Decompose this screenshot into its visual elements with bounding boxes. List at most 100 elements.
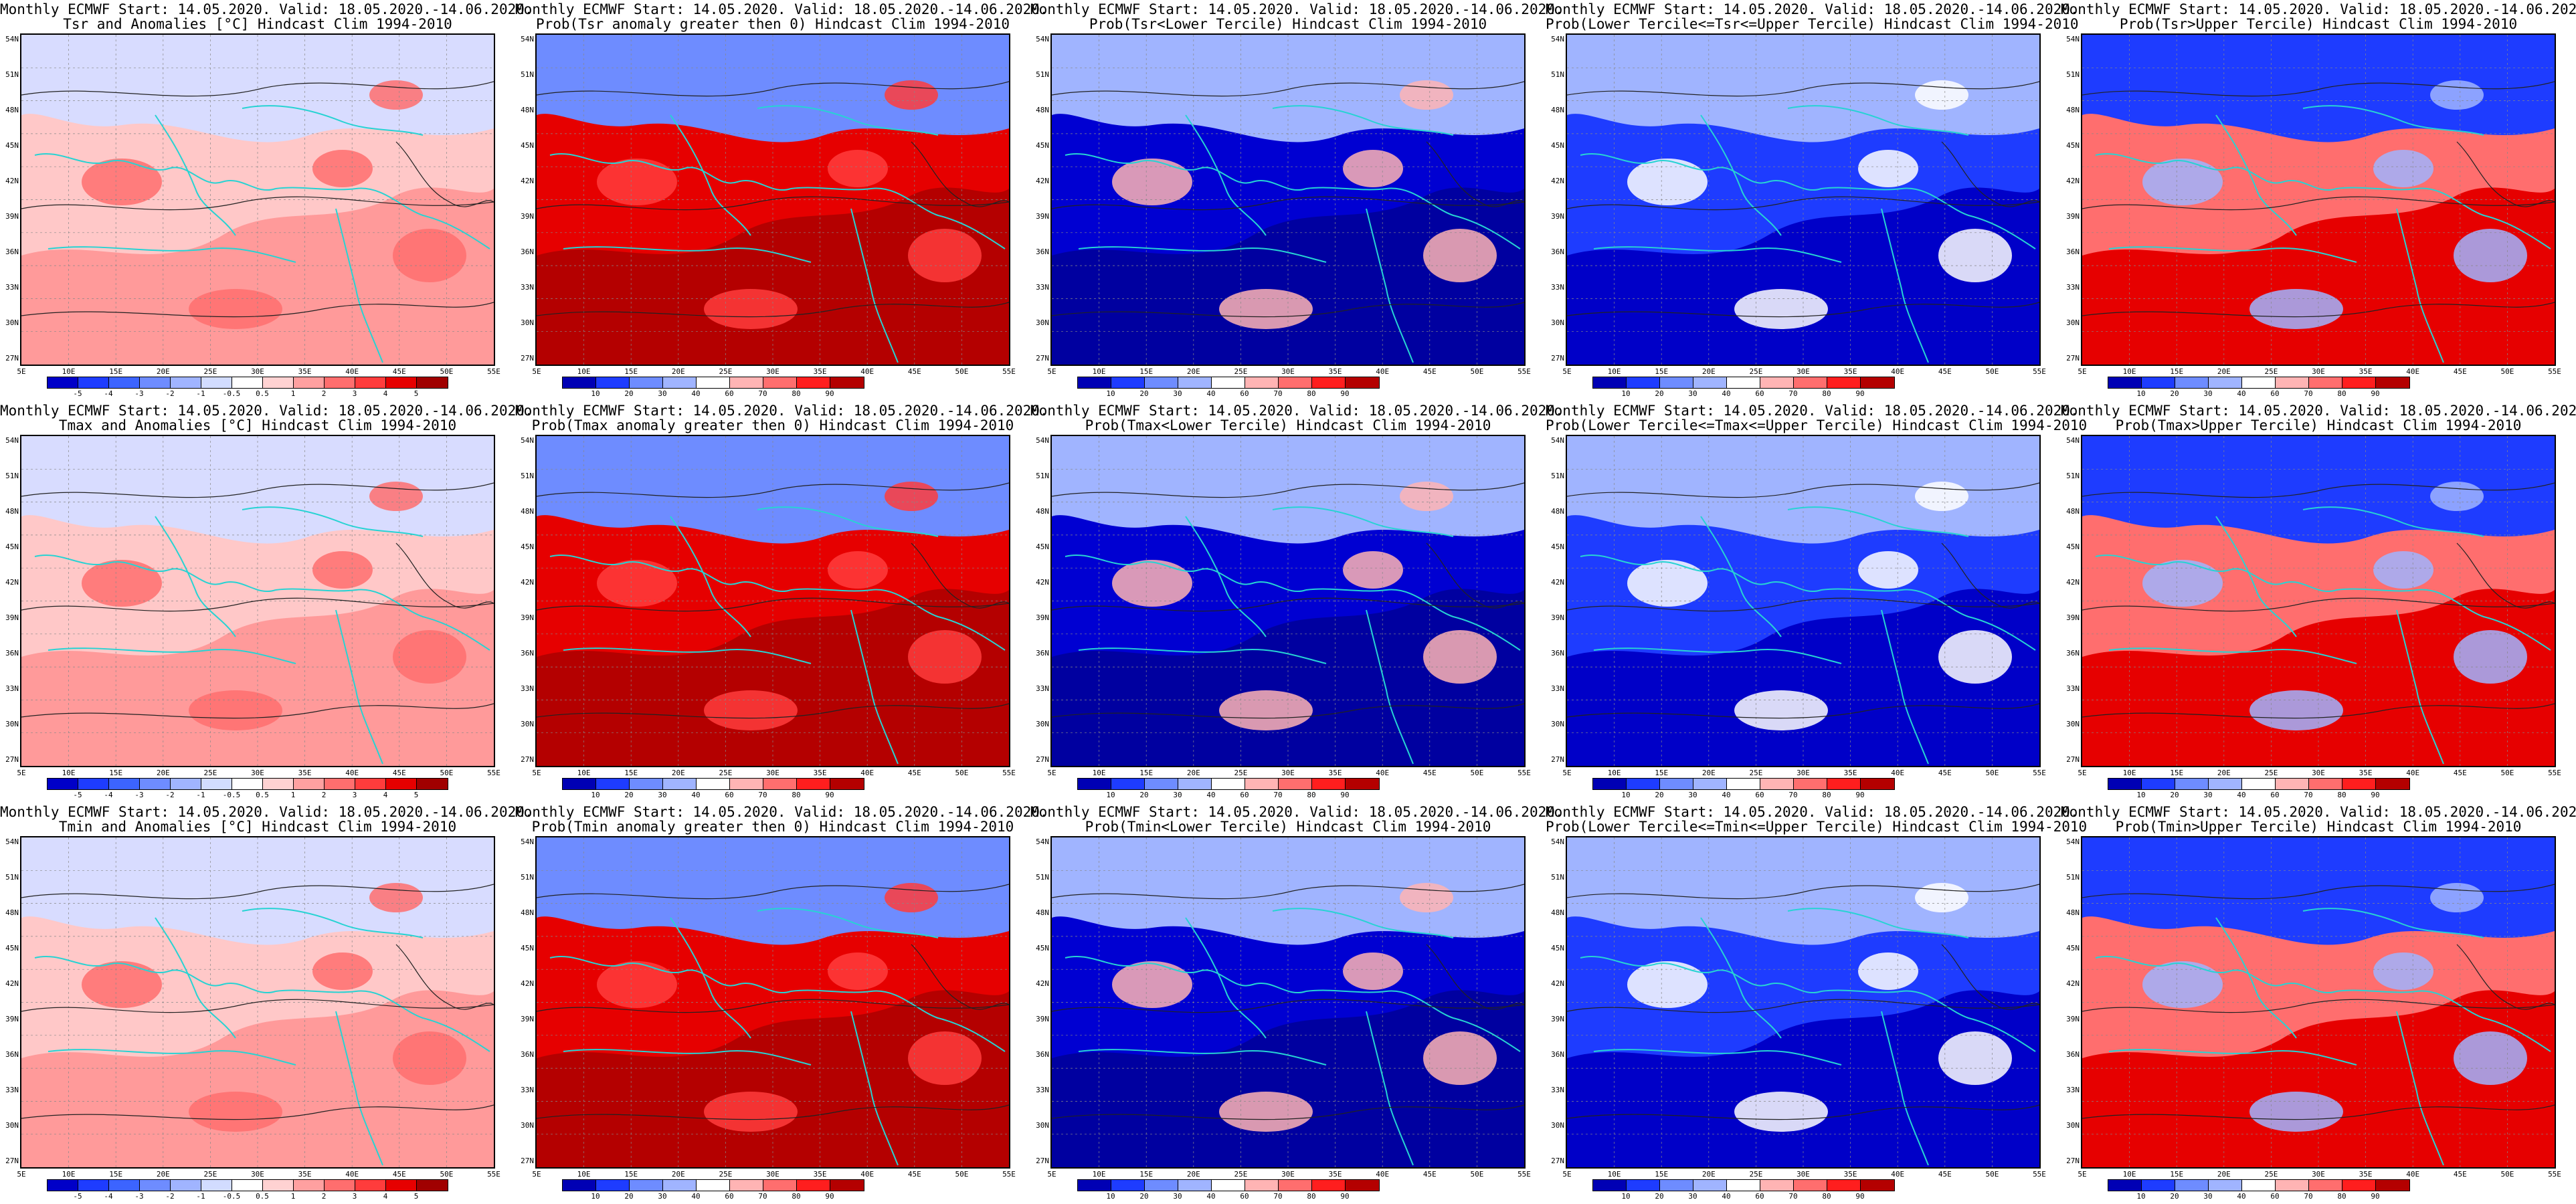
coastline xyxy=(1272,506,1454,537)
field-south-region xyxy=(2082,187,2555,365)
coastline xyxy=(670,917,751,1039)
panel-title-line1: Monthly ECMWF Start: 14.05.2020. Valid: … xyxy=(2061,1,2576,17)
map-frame xyxy=(1050,836,1526,1169)
longitude-label: 35E xyxy=(1843,769,1857,777)
latitude-label: 30N xyxy=(5,720,19,728)
latitude-label: 54N xyxy=(5,837,19,846)
longitude-label: 5E xyxy=(17,1170,26,1179)
field-north-region xyxy=(537,837,1009,945)
longitude-label: 40E xyxy=(1376,1170,1390,1179)
latitude-label: 30N xyxy=(1036,318,1049,327)
latitude-label: 36N xyxy=(2066,1050,2080,1059)
longitude-label: 50E xyxy=(440,1170,454,1179)
longitude-label: 40E xyxy=(2406,1170,2420,1179)
latitude-label: 51N xyxy=(1036,70,1049,79)
latitude-label: 45N xyxy=(1036,542,1049,551)
colorbar-tick-label: 2 xyxy=(321,1192,327,1201)
latitude-label: 30N xyxy=(1551,1121,1564,1130)
colorbar-tick-label: 60 xyxy=(2270,1192,2280,1201)
latitude-label: 48N xyxy=(5,106,19,114)
colorbar-segment xyxy=(2175,377,2209,388)
colorbar-segment xyxy=(1627,779,1660,789)
colorbar-tick-label: 3 xyxy=(352,791,357,799)
colorbar-tick-label: 40 xyxy=(2237,1192,2246,1201)
latitude-label: 51N xyxy=(5,873,19,882)
latitude-label: 45N xyxy=(5,944,19,952)
coastline xyxy=(1185,516,1267,637)
colorbar-segment xyxy=(417,779,448,789)
panel-title-line1: Monthly ECMWF Start: 14.05.2020. Valid: … xyxy=(0,1,533,17)
colorbar-segment xyxy=(2342,779,2376,789)
contour-line xyxy=(2082,196,2555,211)
map-frame xyxy=(535,435,1010,767)
coastline xyxy=(1821,989,2036,1052)
longitude-label: 5E xyxy=(1047,769,1056,777)
colorbar-segment xyxy=(78,779,109,789)
map-panel-tmax-anom: Monthly ECMWF Start: 14.05.2020. Valid: … xyxy=(0,401,533,803)
longitude-label: 10E xyxy=(1092,769,1106,777)
coastline xyxy=(1881,1011,1929,1166)
latitude-label: 51N xyxy=(1036,873,1049,882)
latitude-label: 42N xyxy=(5,979,19,988)
longitude-label: 35E xyxy=(1328,1170,1342,1179)
longitude-label: 30E xyxy=(1281,769,1295,777)
colorbar-segment xyxy=(201,1180,232,1191)
latitude-label: 39N xyxy=(521,613,534,622)
field-anomaly-spot xyxy=(2249,289,2343,329)
contour-line xyxy=(21,703,494,719)
longitude-label: 10E xyxy=(2122,1170,2136,1179)
latitude-label: 33N xyxy=(521,684,534,693)
colorbar-tick-label: 3 xyxy=(352,1192,357,1201)
colorbar-tick-label: 30 xyxy=(1173,791,1182,799)
colorbar-segment xyxy=(140,779,171,789)
colorbar-tick-label: 60 xyxy=(1755,389,1764,398)
contour-line xyxy=(2082,703,2555,719)
longitude-label: 30E xyxy=(1797,367,1810,376)
colorbar-segment xyxy=(1627,1180,1660,1191)
coastline xyxy=(335,1011,383,1166)
field-anomaly-spot xyxy=(1423,1031,1497,1085)
latitude-label: 48N xyxy=(1036,908,1049,917)
contour-line xyxy=(1567,482,2039,498)
latitude-label: 27N xyxy=(2066,354,2080,363)
field-anomaly-spot xyxy=(82,159,162,205)
contour-line xyxy=(1567,999,2039,1013)
coastline xyxy=(2302,105,2484,136)
colorbar-tick-label: 4 xyxy=(383,1192,388,1201)
colorbar-tick-label: 10 xyxy=(2136,791,2146,799)
longitude-label: 5E xyxy=(2078,1170,2087,1179)
coastline xyxy=(1700,516,1782,637)
colorbar xyxy=(1077,778,1380,790)
colorbar-segment xyxy=(2108,1180,2142,1191)
field-north-region xyxy=(21,837,494,945)
longitude-label: 50E xyxy=(955,367,969,376)
latitude-label: 33N xyxy=(1036,283,1049,292)
latitude-label: 33N xyxy=(2066,283,2080,292)
field-anomaly-spot xyxy=(908,1031,982,1085)
longitude-label: 35E xyxy=(298,769,312,777)
longitude-label: 35E xyxy=(1328,769,1342,777)
coastline xyxy=(1185,917,1267,1039)
panel-title-line1: Monthly ECMWF Start: 14.05.2020. Valid: … xyxy=(515,804,1048,820)
latitude-label: 30N xyxy=(2066,318,2080,327)
colorbar-tick-label: 40 xyxy=(691,389,701,398)
map-panel-tmin-prob-middle: Monthly ECMWF Start: 14.05.2020. Valid: … xyxy=(1546,803,2087,1204)
latitude-label: 51N xyxy=(521,873,534,882)
colorbar-tick-label: 4 xyxy=(383,791,388,799)
panel-title-line1: Monthly ECMWF Start: 14.05.2020. Valid: … xyxy=(515,403,1048,419)
colorbar-tick-label: 70 xyxy=(1273,791,1283,799)
contour-line xyxy=(2082,482,2555,498)
coastline xyxy=(2336,588,2551,651)
colorbar-segment xyxy=(201,377,232,388)
latitude-label: 36N xyxy=(5,247,19,256)
latitude-label: 48N xyxy=(5,507,19,516)
field-south-region xyxy=(1567,990,2039,1167)
latitude-label: 48N xyxy=(1551,106,1564,114)
field-anomaly-spot xyxy=(1915,80,1968,110)
field-anomaly-spot xyxy=(1219,1092,1313,1132)
colorbar-segment xyxy=(386,779,417,789)
map-field-svg xyxy=(2082,35,2555,365)
colorbar-segment xyxy=(1593,1180,1627,1191)
panel-title-line2: Prob(Tmin anomaly greater then 0) Hindca… xyxy=(531,819,1014,835)
colorbar-segment xyxy=(563,377,596,388)
